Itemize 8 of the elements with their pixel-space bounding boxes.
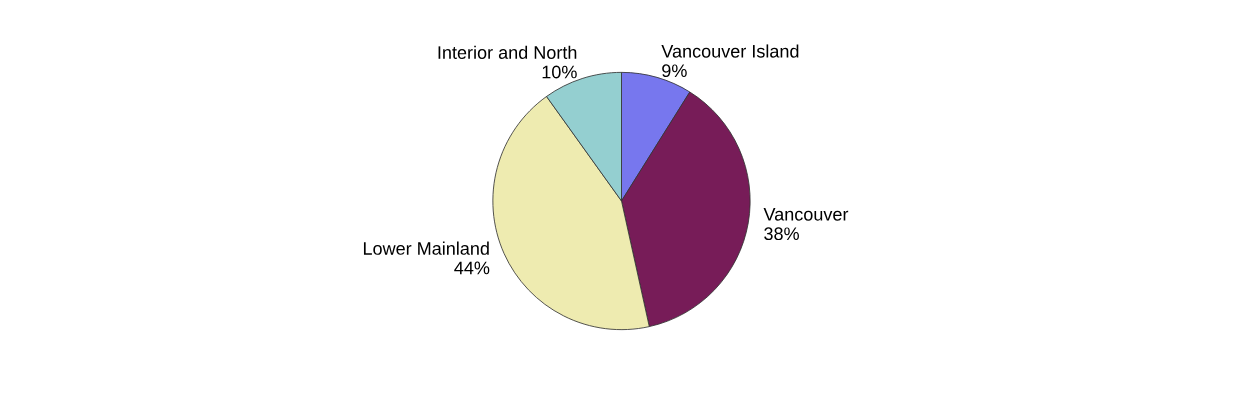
data-label: 44% xyxy=(454,261,490,275)
data-label: 9% xyxy=(662,64,687,78)
data-label: 38% xyxy=(764,227,799,241)
slice-label: Lower Mainland xyxy=(363,241,489,255)
slice-label: Vancouver Island xyxy=(661,44,799,58)
slice-label: Interior and North xyxy=(438,45,577,59)
slice-label: Vancouver xyxy=(763,208,849,221)
data-label: 10% xyxy=(542,65,577,79)
